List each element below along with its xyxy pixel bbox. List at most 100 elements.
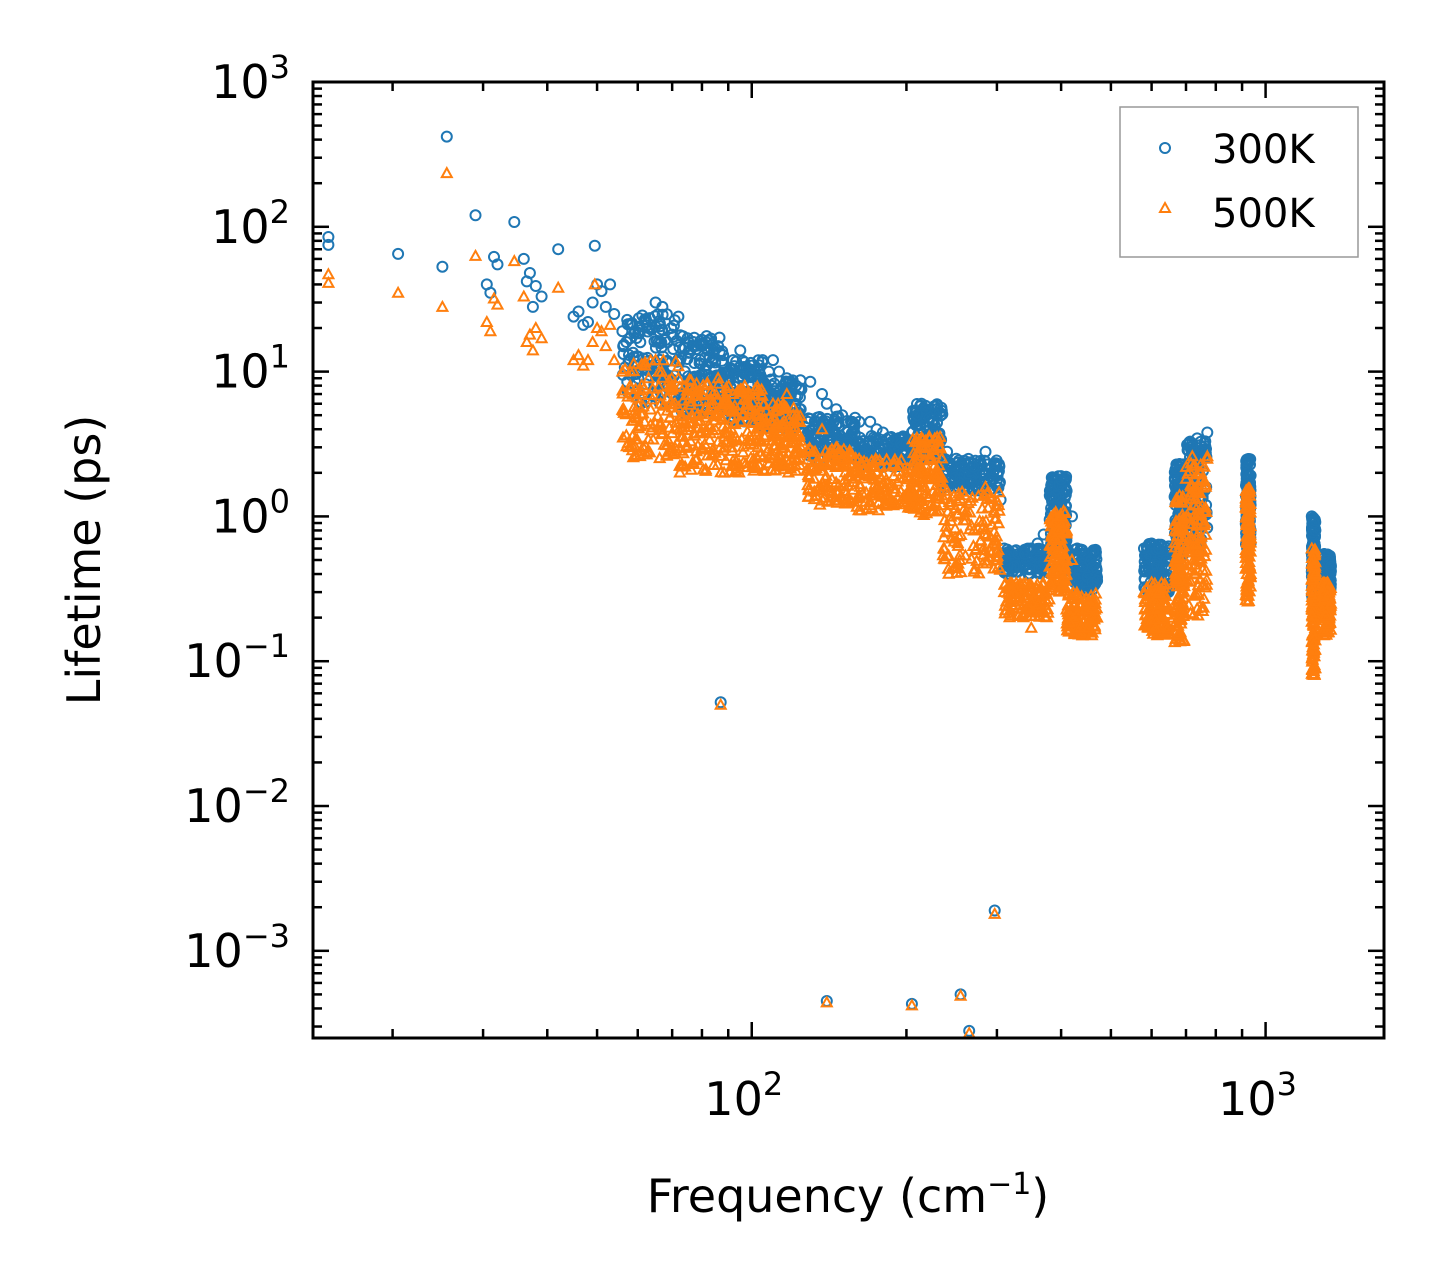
data-point-500K xyxy=(974,533,988,546)
data-point-500K xyxy=(1016,606,1030,619)
data-point-500K xyxy=(1305,649,1320,662)
data-point-300K xyxy=(870,437,883,450)
data-point-500K xyxy=(838,483,852,496)
data-point-300K xyxy=(717,349,730,362)
data-point-500K xyxy=(669,354,683,367)
x-tick-label: 102 xyxy=(704,1065,783,1126)
data-point-500K xyxy=(638,358,652,371)
legend-label-500K: 500K xyxy=(1212,191,1316,237)
data-point-300K xyxy=(716,357,729,369)
data-point-500K xyxy=(914,471,928,484)
data-point-300K xyxy=(988,904,1001,917)
data-point-500K xyxy=(615,402,630,415)
data-point-300K xyxy=(322,231,335,243)
data-point-500K xyxy=(1319,608,1333,621)
data-point-300K xyxy=(624,332,637,345)
data-point-300K xyxy=(814,434,827,447)
data-point-500K xyxy=(910,465,924,478)
data-point-500K xyxy=(933,441,948,454)
data-point-500K xyxy=(655,370,670,383)
data-point-500K xyxy=(937,541,952,554)
data-point-500K xyxy=(664,440,678,453)
data-point-500K xyxy=(790,430,804,443)
data-point-500K xyxy=(1240,559,1255,572)
data-point-500K xyxy=(480,314,494,327)
data-point-500K xyxy=(626,387,640,400)
data-point-500K xyxy=(724,434,739,447)
data-point-500K xyxy=(483,324,498,337)
data-point-500K xyxy=(1166,610,1180,623)
data-point-300K xyxy=(764,373,777,386)
data-point-500K xyxy=(1070,621,1085,634)
data-point-500K xyxy=(802,483,816,496)
data-point-500K xyxy=(1090,610,1104,623)
data-point-300K xyxy=(322,238,335,251)
data-point-500K xyxy=(1038,592,1053,605)
data-point-500K xyxy=(717,465,731,478)
data-point-500K xyxy=(733,382,747,395)
data-point-500K xyxy=(916,463,931,476)
data-point-500K xyxy=(1168,535,1182,548)
data-point-500K xyxy=(868,477,882,490)
data-point-500K xyxy=(859,485,873,498)
data-point-500K xyxy=(653,388,667,401)
data-point-500K xyxy=(654,427,669,440)
data-point-500K xyxy=(1081,620,1095,633)
data-point-300K xyxy=(745,359,758,372)
data-point-500K xyxy=(660,447,674,460)
data-point-500K xyxy=(1138,594,1152,607)
data-point-500K xyxy=(704,448,718,461)
data-point-500K xyxy=(745,414,759,427)
data-point-300K xyxy=(1031,542,1044,555)
data-point-300K xyxy=(617,338,630,351)
data-point-500K xyxy=(871,503,886,516)
data-point-500K xyxy=(832,478,846,491)
data-point-300K xyxy=(816,388,828,400)
legend-box xyxy=(1119,106,1359,258)
data-point-500K xyxy=(1195,473,1209,486)
data-point-300K xyxy=(767,354,779,367)
data-point-500K xyxy=(952,529,966,542)
data-point-500K xyxy=(762,441,776,454)
data-point-500K xyxy=(675,435,690,448)
data-point-500K xyxy=(816,479,831,492)
data-point-300K xyxy=(523,267,536,279)
data-point-300K xyxy=(672,310,685,323)
data-point-500K xyxy=(719,381,733,394)
data-point-300K xyxy=(595,285,608,298)
data-point-500K xyxy=(700,377,715,390)
data-point-300K xyxy=(508,216,521,228)
data-point-500K xyxy=(987,505,1002,518)
data-point-500K xyxy=(695,424,709,437)
data-point-500K xyxy=(690,408,704,421)
y-tick-label: 102 xyxy=(211,193,290,254)
data-point-500K xyxy=(816,493,830,506)
data-point-500K xyxy=(764,414,778,427)
data-point-500K xyxy=(791,444,805,457)
data-point-500K xyxy=(793,414,807,427)
data-point-500K xyxy=(991,559,1005,572)
data-point-300K xyxy=(1321,554,1334,566)
data-point-500K xyxy=(781,446,795,459)
data-point-500K xyxy=(487,291,501,304)
data-point-300K xyxy=(732,371,745,384)
data-point-500K xyxy=(702,417,716,430)
data-point-300K xyxy=(535,290,548,303)
data-point-500K xyxy=(1072,597,1087,610)
data-point-500K xyxy=(1172,488,1187,501)
data-point-500K xyxy=(781,465,796,478)
data-point-300K xyxy=(738,356,751,369)
data-point-500K xyxy=(939,519,953,532)
data-point-500K xyxy=(862,494,877,507)
data-point-500K xyxy=(1240,483,1254,496)
data-point-500K xyxy=(709,422,723,435)
data-point-500K xyxy=(1321,618,1335,631)
data-point-500K xyxy=(1173,551,1187,564)
data-point-300K xyxy=(804,375,817,388)
legend-marker-300K xyxy=(1159,142,1171,154)
data-point-500K xyxy=(769,429,784,442)
data-point-500K xyxy=(1184,491,1199,504)
data-point-500K xyxy=(581,353,595,366)
data-point-500K xyxy=(963,505,977,518)
data-point-300K xyxy=(1087,544,1100,557)
